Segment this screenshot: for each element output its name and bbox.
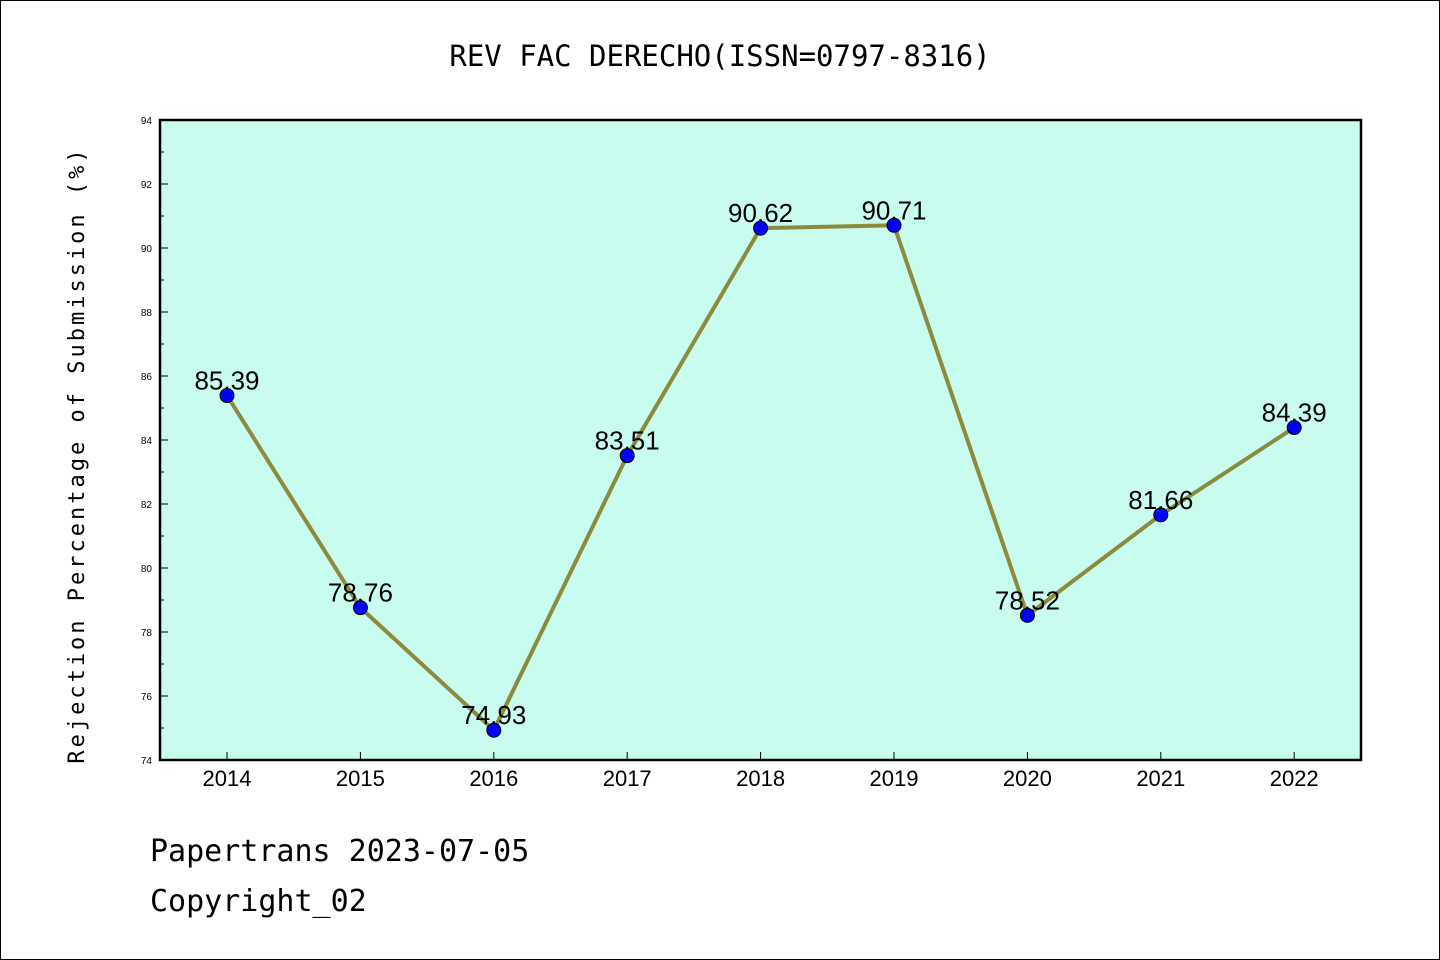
data-label: 78.52 <box>995 585 1060 615</box>
x-tick-label: 2021 <box>1136 766 1185 791</box>
chart-title: REV FAC DERECHO(ISSN=0797-8316) <box>449 39 990 73</box>
y-axis: 74 76 78 80 82 84 86 88 90 92 94 <box>141 116 168 767</box>
data-point <box>1019 607 1035 623</box>
x-tick-label: 2014 <box>203 766 252 791</box>
data-point <box>1153 507 1169 523</box>
data-label: 74.93 <box>461 700 526 730</box>
x-tick-label: 2016 <box>469 766 518 791</box>
data-label: 84.39 <box>1262 398 1327 428</box>
x-tick-label: 2022 <box>1270 766 1319 791</box>
y-tick-label: 92 <box>141 180 153 191</box>
footer-date: Papertrans 2023-07-05 <box>150 834 530 869</box>
y-tick-label: 84 <box>141 436 153 447</box>
data-point <box>1286 420 1302 436</box>
data-point <box>219 388 235 404</box>
y-tick-label: 82 <box>141 500 153 511</box>
y-tick-label: 88 <box>141 308 153 319</box>
x-tick-label: 2015 <box>336 766 385 791</box>
data-point <box>753 220 769 236</box>
data-point <box>352 600 368 616</box>
x-axis: 2014 2015 2016 2017 2018 2019 2020 2021 2022 <box>203 752 1319 791</box>
x-tick-label: 2017 <box>603 766 652 791</box>
data-point <box>886 217 902 233</box>
data-label: 78.76 <box>328 578 393 608</box>
data-label: 81.66 <box>1128 485 1193 515</box>
y-tick-label: 76 <box>141 692 153 703</box>
y-tick-label: 80 <box>141 564 153 575</box>
series-layer: 85.39 78.76 74.93 83.51 90.62 90.71 78.52 81.66… <box>194 195 1327 738</box>
data-label: 90.71 <box>861 195 926 225</box>
y-axis-label: Rejection Percentage of Submission (%) <box>65 146 90 763</box>
data-point <box>486 722 502 738</box>
y-tick-label: 86 <box>141 372 153 383</box>
footer-copyright: Copyright_02 <box>150 884 367 919</box>
y-tick-label: 74 <box>141 756 153 767</box>
data-label: 83.51 <box>595 426 660 456</box>
data-label: 85.39 <box>194 366 259 396</box>
x-tick-label: 2018 <box>736 766 785 791</box>
y-tick-label: 90 <box>141 244 153 255</box>
data-label: 90.62 <box>728 198 793 228</box>
data-point <box>619 448 635 464</box>
y-tick-label: 78 <box>141 628 153 639</box>
x-tick-label: 2019 <box>870 766 919 791</box>
y-tick-label: 94 <box>141 116 153 127</box>
x-tick-label: 2020 <box>1003 766 1052 791</box>
